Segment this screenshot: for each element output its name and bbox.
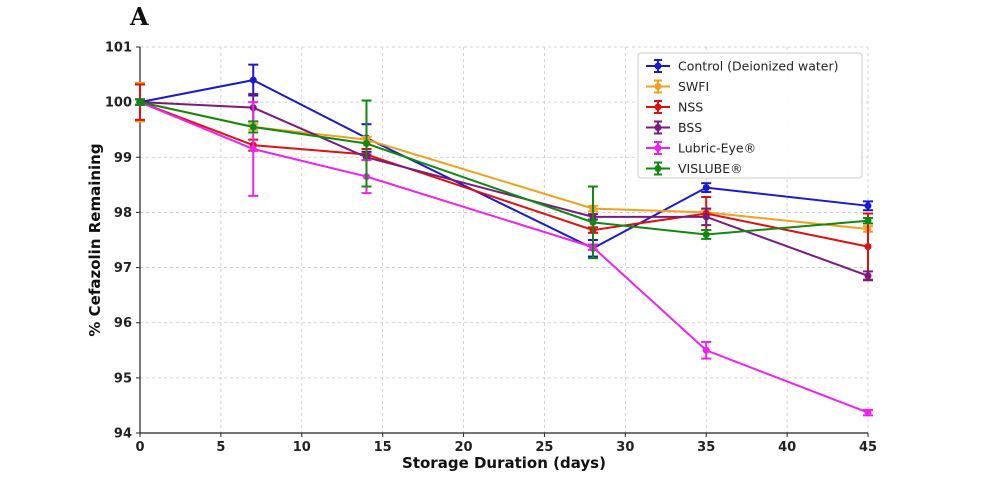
data-point	[136, 98, 144, 106]
data-point	[702, 346, 710, 354]
legend-box	[637, 52, 863, 179]
y-tick-label: 101	[105, 41, 132, 56]
data-point	[702, 230, 710, 238]
data-point	[702, 213, 710, 221]
x-tick-label: 35	[697, 440, 715, 455]
legend-entry: SWFI	[646, 79, 709, 94]
y-tick-label: 98	[114, 206, 132, 221]
data-point	[249, 76, 257, 84]
data-point	[249, 123, 257, 131]
y-axis-title: % Cefazolin Remaining	[86, 143, 104, 336]
x-tick-label: 5	[216, 440, 225, 455]
data-point	[864, 243, 872, 251]
y-tick-label: 97	[114, 261, 132, 276]
x-tick-label: 0	[135, 440, 144, 455]
data-point	[864, 217, 872, 225]
x-tick-label: 40	[778, 440, 796, 455]
series-layer	[135, 63, 873, 417]
legend-marker	[654, 103, 662, 111]
legend-label: BSS	[678, 120, 702, 135]
x-tick-label: 20	[455, 440, 473, 455]
data-point	[702, 184, 710, 192]
x-tick-label: 15	[374, 440, 392, 455]
data-point	[362, 140, 370, 147]
legend-label: Control (Deionized water)	[678, 59, 839, 74]
legend-entry: Control (Deionized water)	[646, 59, 839, 74]
data-point	[864, 409, 872, 417]
y-tick-label: 99	[114, 151, 132, 166]
x-tick-label: 10	[293, 440, 311, 455]
x-tick-label: 25	[535, 440, 553, 455]
legend-entry: BSS	[646, 120, 702, 135]
series-5	[135, 98, 873, 260]
x-axis-title: Storage Duration (days)	[402, 454, 606, 472]
x-tick-label: 30	[616, 440, 634, 455]
y-tick-label: 94	[114, 427, 132, 442]
legend-marker	[654, 165, 662, 172]
y-tick-label: 95	[114, 371, 132, 386]
series-line	[139, 101, 869, 277]
legend-label: SWFI	[678, 79, 709, 94]
series-line	[139, 101, 869, 248]
legend-marker	[654, 62, 662, 70]
series-line	[139, 101, 869, 414]
legend-label: Lubric-Eye®	[678, 141, 756, 156]
x-tick-label: 45	[859, 440, 877, 455]
legend-entry: Lubric-Eye®	[646, 141, 756, 156]
legend-entry: VISLUBE®	[646, 161, 743, 176]
data-point	[249, 145, 257, 153]
data-point	[864, 202, 872, 210]
data-point	[864, 272, 872, 280]
legend-marker	[654, 124, 662, 131]
panel-label: A	[130, 2, 149, 31]
tick-labels: 0 5 10 15 20 25 30 35 40 45 94 95 96 97 98 99 100 101	[105, 41, 877, 456]
legend-label: NSS	[678, 100, 703, 115]
legend-marker	[654, 83, 662, 90]
series-line	[139, 101, 869, 236]
y-tick-label: 96	[114, 316, 132, 331]
data-point	[589, 218, 597, 226]
y-tick-label: 100	[105, 96, 132, 111]
legend-label: VISLUBE®	[678, 161, 743, 176]
legend-entry: NSS	[646, 100, 703, 115]
legend: Control (Deionized water) SWFI NSS BSS Lubri…	[637, 52, 863, 179]
legend-marker	[654, 144, 662, 152]
